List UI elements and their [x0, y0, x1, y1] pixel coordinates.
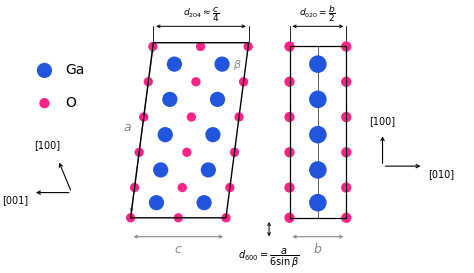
Point [192, 79, 200, 84]
Point [342, 216, 350, 220]
Text: [010]: [010] [428, 169, 454, 179]
Point [286, 216, 293, 220]
Point [131, 185, 138, 190]
Point [145, 79, 152, 84]
Point [342, 185, 350, 190]
Text: [100]: [100] [369, 116, 396, 126]
Point [342, 44, 350, 49]
Point [314, 132, 322, 137]
Point [286, 150, 293, 155]
Point [245, 44, 252, 49]
Point [157, 168, 164, 172]
Point [205, 168, 212, 172]
Text: O: O [65, 96, 76, 110]
Point [342, 115, 350, 119]
Text: $d_{204}\approx\dfrac{c}{4}$: $d_{204}\approx\dfrac{c}{4}$ [182, 5, 219, 24]
Point [222, 216, 230, 220]
Text: Ga: Ga [65, 63, 84, 78]
Point [201, 200, 208, 205]
Point [166, 97, 173, 102]
Point [314, 62, 322, 66]
Text: $d_{600}=\dfrac{a}{6\sin\beta}$: $d_{600}=\dfrac{a}{6\sin\beta}$ [238, 247, 300, 270]
Point [127, 216, 135, 220]
Text: c: c [175, 243, 182, 256]
Text: a: a [123, 121, 131, 134]
Point [140, 115, 147, 119]
Point [314, 168, 322, 172]
Point [286, 79, 293, 84]
Point [197, 44, 204, 49]
Text: [001]: [001] [2, 195, 28, 205]
Text: b: b [314, 243, 322, 256]
Point [214, 97, 221, 102]
Point [235, 115, 243, 119]
Point [342, 150, 350, 155]
Text: $\beta$: $\beta$ [233, 58, 242, 72]
Point [231, 150, 238, 155]
Point [314, 97, 322, 102]
Point [41, 68, 48, 73]
Point [174, 216, 182, 220]
Point [178, 185, 186, 190]
Point [342, 79, 350, 84]
Point [286, 115, 293, 119]
Point [314, 200, 322, 205]
Point [240, 79, 247, 84]
Point [171, 62, 178, 66]
Text: [100]: [100] [34, 140, 60, 150]
Point [149, 44, 156, 49]
Point [286, 44, 293, 49]
Point [209, 132, 217, 137]
Point [226, 185, 234, 190]
Point [41, 101, 48, 105]
Point [188, 115, 195, 119]
Point [153, 200, 160, 205]
Point [183, 150, 191, 155]
Text: $d_{020}=\dfrac{b}{2}$: $d_{020}=\dfrac{b}{2}$ [300, 3, 336, 24]
Point [218, 62, 226, 66]
Point [286, 185, 293, 190]
Point [162, 132, 169, 137]
Point [136, 150, 143, 155]
